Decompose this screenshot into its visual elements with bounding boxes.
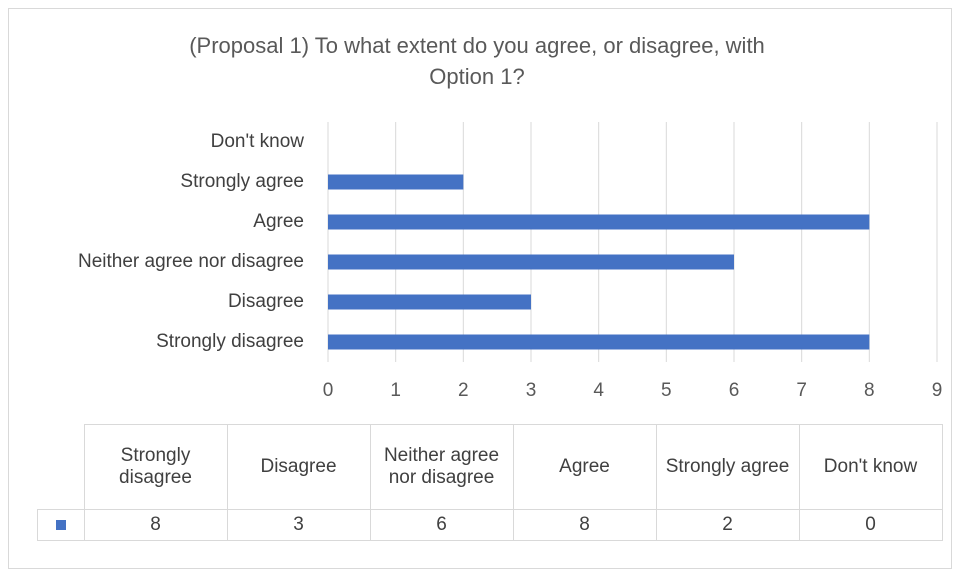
data-table-cell: 2	[655, 509, 800, 541]
category-label: Disagree	[228, 291, 304, 312]
data-table-cell: 6	[369, 509, 514, 541]
category-label: Don't know	[211, 131, 305, 152]
bar	[328, 254, 734, 270]
chart-frame	[8, 8, 952, 569]
data-table-cell: 8	[83, 509, 228, 541]
x-tick-label: 6	[729, 380, 740, 401]
x-tick-label: 4	[593, 380, 604, 401]
data-table-cell: 3	[226, 509, 371, 541]
data-table-cell: 0	[798, 509, 943, 541]
grid-layer	[327, 122, 938, 362]
category-label: Strongly agree	[180, 171, 304, 192]
category-label: Neither agree nor disagree	[78, 251, 304, 272]
x-tick-label: 0	[323, 380, 334, 401]
category-label-layer: Strongly disagree Disagree Neither agree n…	[78, 131, 304, 352]
data-table-header: Neither agree nor disagree	[369, 424, 514, 510]
legend-key-icon	[55, 520, 66, 530]
bar-layer	[328, 174, 870, 350]
data-table-header-row: Strongly disagree Disagree Neither agree…	[37, 424, 943, 510]
x-tick-label: 1	[390, 380, 401, 401]
data-table-value-row: 8 3 6 8 2 0	[37, 509, 943, 541]
x-tick-label: 8	[864, 380, 875, 401]
bar	[328, 174, 464, 190]
data-table-header: Disagree	[226, 424, 371, 510]
x-tick-label: 5	[661, 380, 672, 401]
x-tick-label: 9	[932, 380, 943, 401]
x-tick-label: 3	[526, 380, 537, 401]
data-table-cell: 8	[512, 509, 657, 541]
data-table-corner	[37, 424, 85, 510]
bar	[328, 294, 531, 310]
legend-key-cell	[37, 509, 85, 541]
data-table-header: Strongly disagree	[83, 424, 228, 510]
bar	[328, 334, 870, 350]
category-label: Agree	[253, 211, 304, 232]
data-table-header: Strongly agree	[655, 424, 800, 510]
data-table: Strongly disagree Disagree Neither agree…	[37, 424, 943, 541]
category-label: Strongly disagree	[156, 331, 304, 352]
chart-title: (Proposal 1) To what extent do you agree…	[189, 33, 765, 89]
bar	[328, 214, 870, 230]
data-table-header: Agree	[512, 424, 657, 510]
x-tick-label: 2	[458, 380, 469, 401]
chart-plot: Strongly disagree Disagree Neither agree n…	[78, 122, 943, 401]
data-table-header: Don't know	[798, 424, 943, 510]
tick-label-layer: 0 1 2 3 4 5 6 7 8 9	[323, 380, 943, 401]
x-tick-label: 7	[796, 380, 807, 401]
